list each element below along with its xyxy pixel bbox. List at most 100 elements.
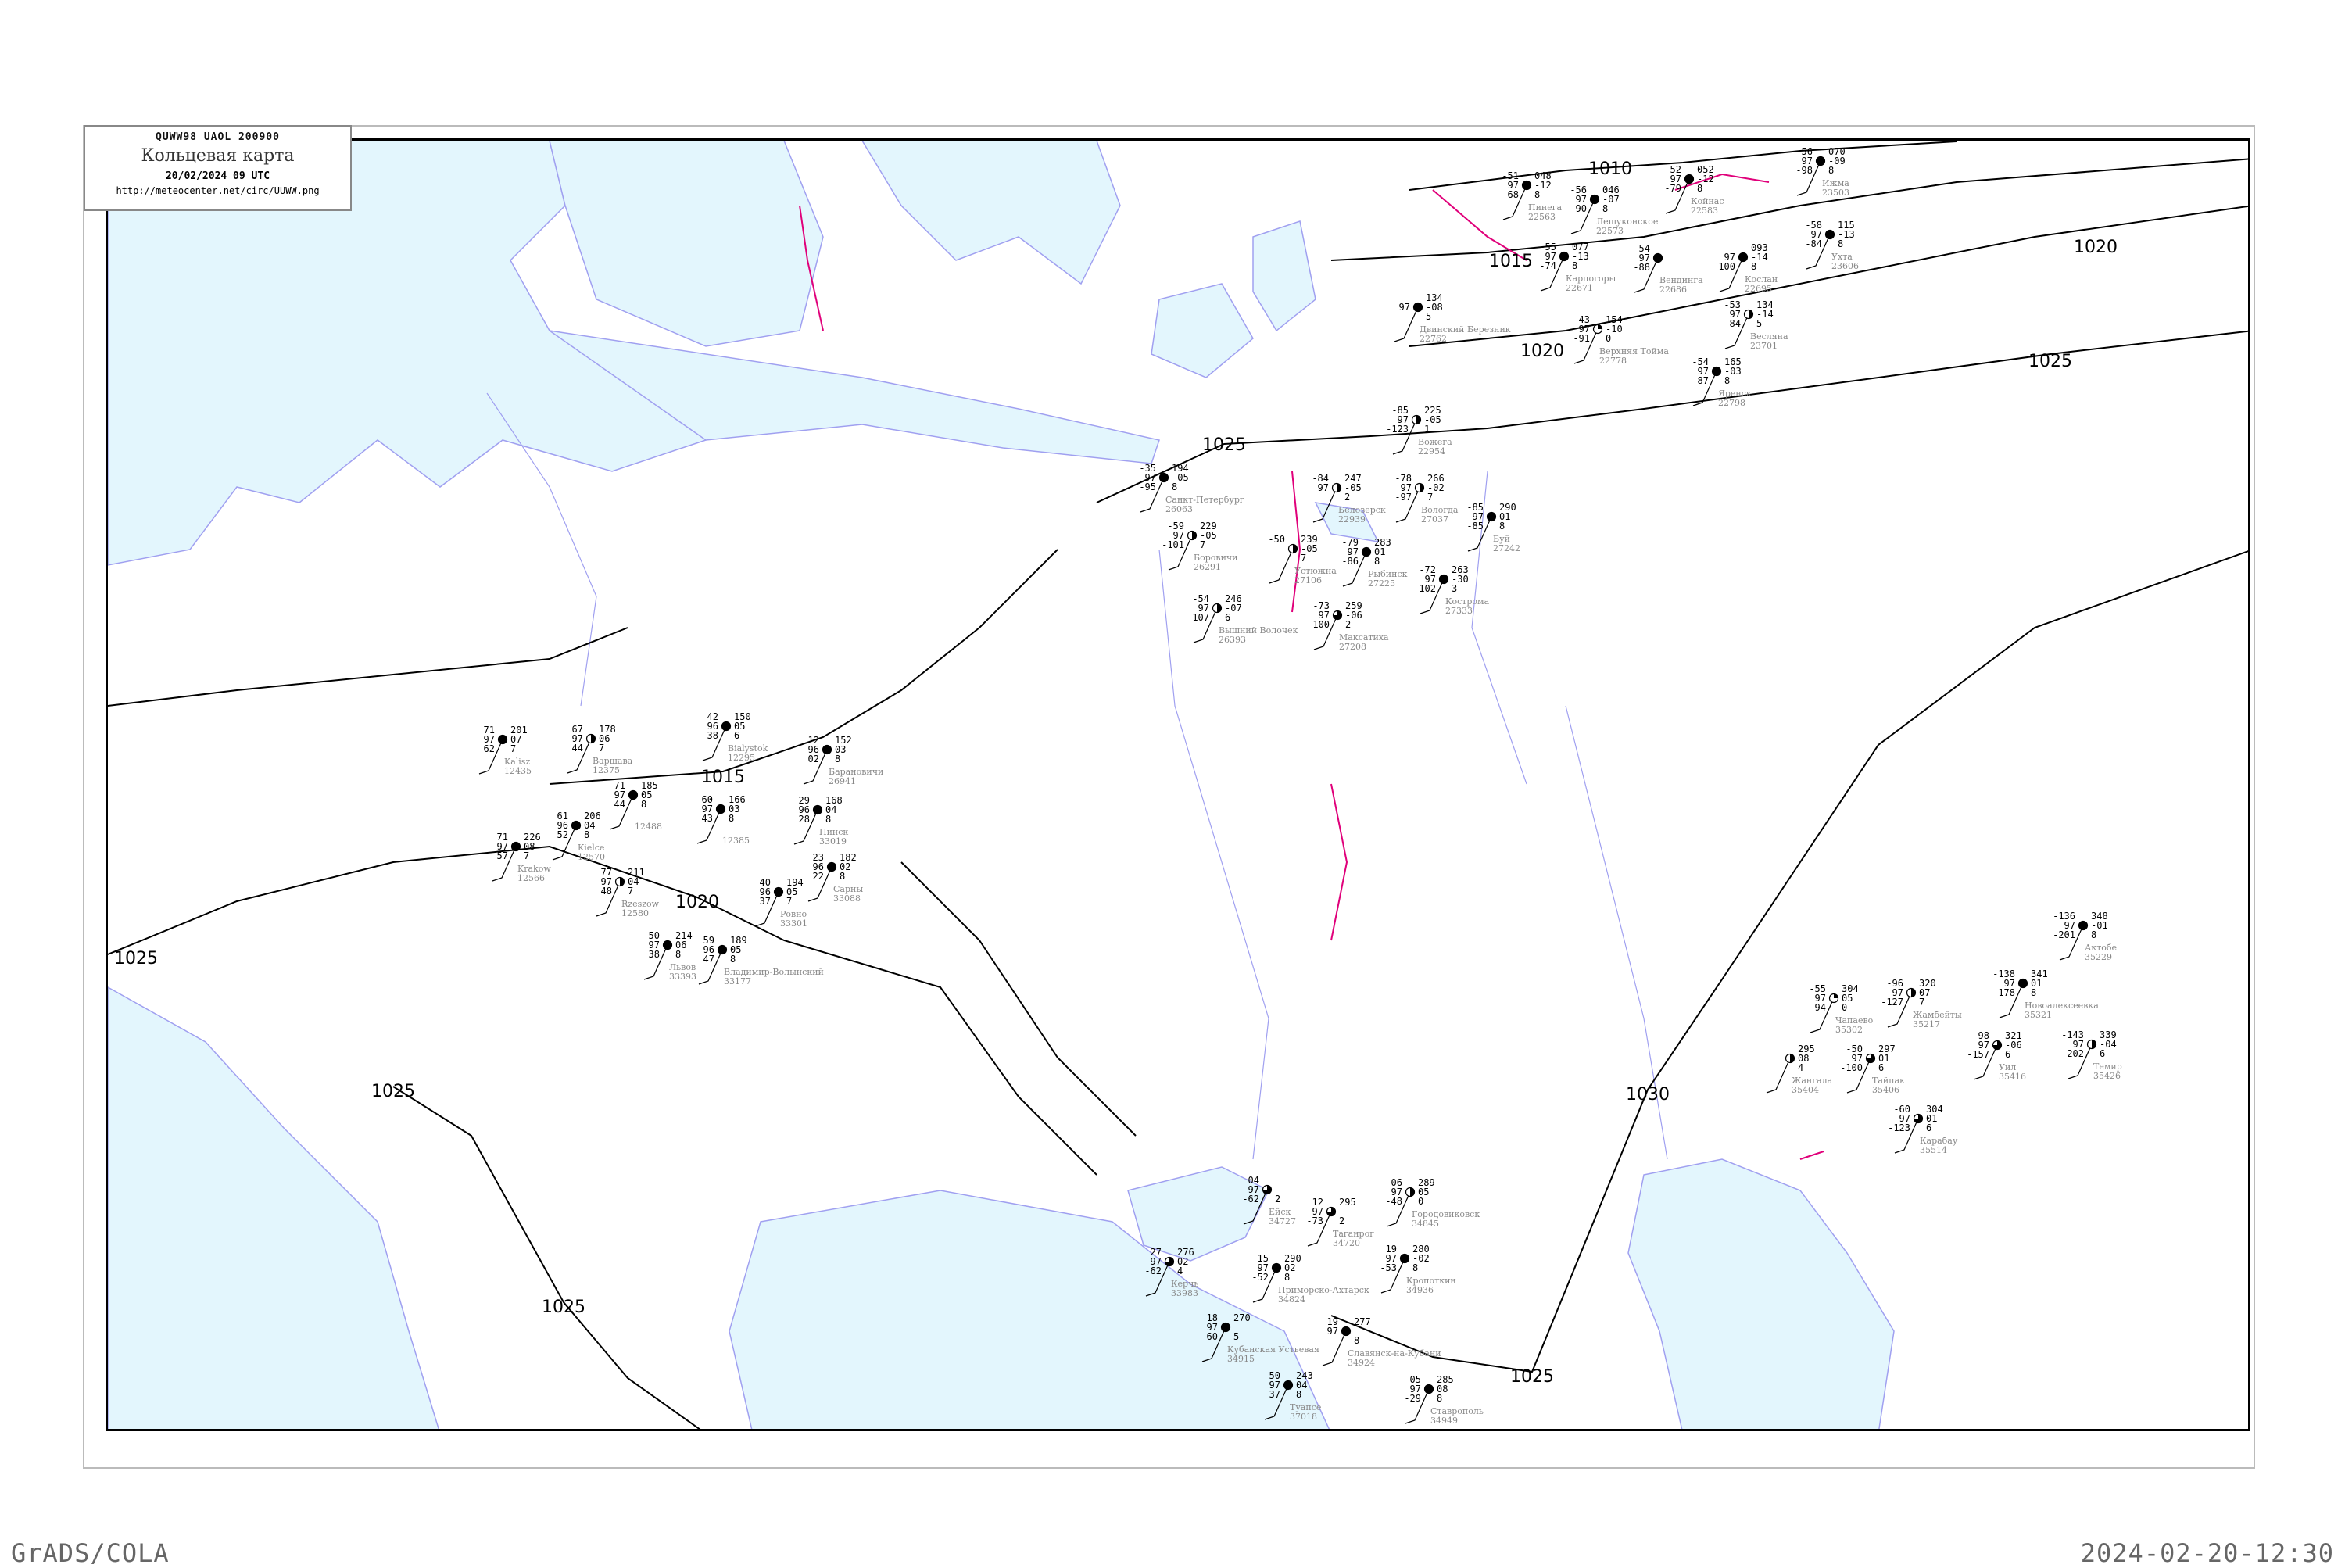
station-value: 97 (1811, 229, 1822, 240)
wind-barb-icon (2059, 925, 2084, 961)
station-value: 02 (808, 754, 819, 764)
wind-barb-icon (1766, 1058, 1791, 1094)
station-value: -29 (1404, 1393, 1421, 1404)
station-value: 97 (2073, 1039, 2084, 1050)
station-value: 50 (1269, 1370, 1280, 1381)
wind-barb-icon (1887, 992, 1912, 1028)
station-value: 67 (572, 724, 583, 735)
cloud-cover-fill (1165, 1257, 1174, 1266)
footer-timestamp: 2024-02-20-12:30 (2080, 1538, 2334, 1568)
station-value: 4 (1798, 1062, 1803, 1073)
station-name: Карпогоры (1566, 274, 1616, 284)
wind-barb-icon (1193, 607, 1218, 643)
gulf-of-bothnia (549, 141, 824, 347)
wind-barb-icon (1243, 1189, 1268, 1225)
synoptic-map[interactable]: 1010 1015 1020 1025 1025 1020 1015 1020 1025 1025… (106, 138, 2250, 1431)
isobar-label-group: 1025 (1510, 1367, 1554, 1387)
station-value: 052 (1697, 164, 1714, 175)
cloud-cover-fill (1598, 324, 1602, 329)
station-value: 283 (1374, 537, 1391, 548)
wind-barb-icon (567, 738, 592, 774)
front-line (1432, 189, 1527, 261)
cloud-cover-fill (1790, 1054, 1795, 1063)
source-url[interactable]: http://meteocenter.net/circ/UUWW.png (116, 185, 320, 196)
wind-barb-icon (1502, 184, 1527, 220)
station-value: 270 (1233, 1312, 1251, 1323)
station-value: 8 (641, 799, 646, 810)
isobar-line (900, 861, 1137, 1137)
station-value: -52 (1664, 164, 1681, 175)
station-value: 7 (510, 743, 516, 754)
station-value: 297 (1878, 1044, 1896, 1054)
station-value: 43 (702, 813, 713, 824)
baltic-sea (108, 141, 707, 566)
station-name: Карабау (1920, 1136, 1958, 1146)
station-value: 04 (628, 876, 639, 887)
wind-barb-icon (1894, 1118, 1919, 1154)
station-value: -05 (1344, 482, 1362, 493)
station-value: 225 (1424, 405, 1441, 416)
station-value: 97 (649, 940, 660, 950)
station-value: -84 (1805, 238, 1822, 249)
front-line (1799, 1151, 1824, 1160)
station-value: 266 (1427, 473, 1445, 484)
station-value: 8 (1437, 1393, 1442, 1404)
